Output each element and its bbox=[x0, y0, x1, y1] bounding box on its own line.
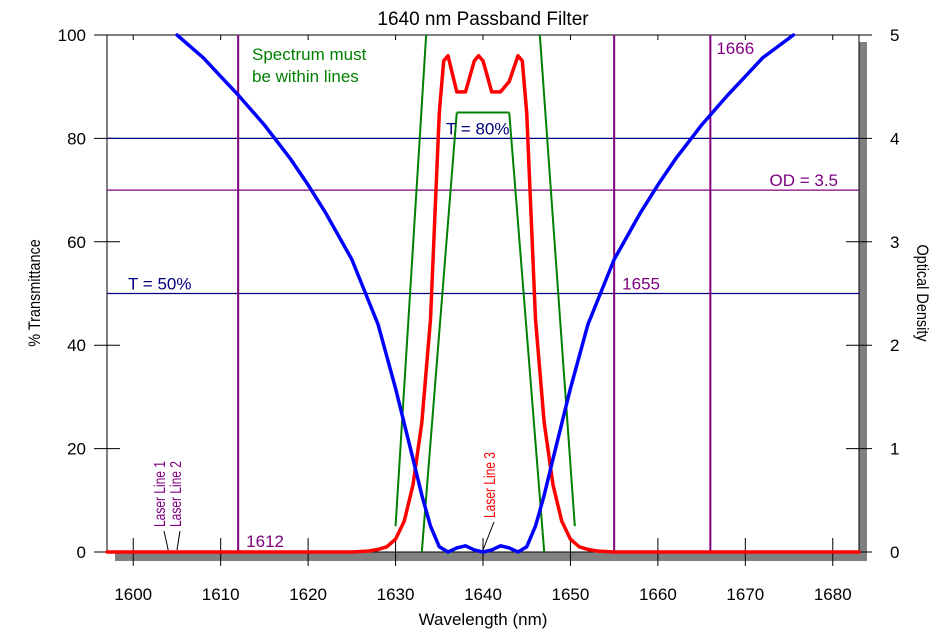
spec-line bbox=[538, 34, 576, 527]
laser-leader-line bbox=[482, 521, 495, 551]
spectrum-annotation: be within lines bbox=[252, 67, 359, 86]
x-axis-ticks: 1600 1610 1620 1630 1640 1650 1660 1670 1680 bbox=[114, 35, 852, 604]
x-tick-label: 1670 bbox=[726, 585, 764, 604]
y-tick-label: 0 bbox=[77, 543, 86, 562]
x-tick-label: 1610 bbox=[202, 585, 240, 604]
x-tick-label: 1640 bbox=[464, 585, 502, 604]
y2-tick-label: 2 bbox=[890, 336, 899, 355]
laser-leader-line bbox=[163, 530, 169, 551]
x-tick-label: 1680 bbox=[814, 585, 852, 604]
y2-tick-label: 4 bbox=[890, 129, 899, 148]
x-tick-label: 1660 bbox=[639, 585, 677, 604]
x-tick-label: 1630 bbox=[377, 585, 415, 604]
spec-line bbox=[420, 112, 458, 553]
threshold-label: T = 50% bbox=[128, 275, 191, 294]
y-tick-label: 80 bbox=[67, 129, 86, 148]
y-axis-ticks: 0 20 40 60 80 100 bbox=[58, 26, 120, 562]
spec-line bbox=[508, 112, 546, 553]
y2-tick-label: 1 bbox=[890, 440, 899, 459]
reference-lines bbox=[107, 35, 859, 552]
laser-leader-line bbox=[176, 530, 181, 551]
chart-title: 1640 nm Passband Filter bbox=[377, 9, 589, 30]
optical-density-curve bbox=[175, 33, 796, 554]
y-axis-label: % Transmittance bbox=[26, 239, 44, 347]
x-axis-label: Wavelength (nm) bbox=[419, 610, 548, 629]
y-tick-label: 100 bbox=[58, 26, 86, 45]
wavelength-marker-label: 1666 bbox=[716, 39, 754, 58]
laser-line-label: Laser Line 3 bbox=[480, 452, 498, 518]
x-tick-label: 1600 bbox=[114, 585, 152, 604]
plot-shadow-right bbox=[858, 42, 867, 561]
y2-axis-label: Optical Density bbox=[913, 244, 931, 341]
wavelength-marker-label: 1655 bbox=[622, 275, 660, 294]
wavelength-marker-label: 1612 bbox=[246, 532, 284, 551]
spec-lines bbox=[394, 34, 576, 553]
laser-line-label: Laser Line 1 bbox=[150, 461, 168, 527]
data-series bbox=[105, 33, 861, 554]
spectrum-annotation: Spectrum must bbox=[252, 45, 367, 64]
od-label: OD = 3.5 bbox=[769, 171, 838, 190]
x-tick-label: 1650 bbox=[552, 585, 590, 604]
y-tick-label: 60 bbox=[67, 233, 86, 252]
threshold-label: T = 80% bbox=[446, 119, 509, 138]
x-tick-label: 1620 bbox=[289, 585, 327, 604]
annotation-labels: T = 80% OD = 3.5 T = 50% 1612 1655 1666 Spectr… bbox=[128, 39, 838, 551]
y2-tick-label: 3 bbox=[890, 233, 899, 252]
y-tick-label: 40 bbox=[67, 336, 86, 355]
y2-tick-label: 0 bbox=[890, 543, 899, 562]
spec-line bbox=[394, 34, 428, 527]
plot-shadow-bottom bbox=[115, 552, 867, 561]
laser-line-label: Laser Line 2 bbox=[166, 461, 184, 527]
transmittance-curve bbox=[105, 53, 861, 554]
y2-tick-label: 5 bbox=[890, 26, 899, 45]
y-tick-label: 20 bbox=[67, 440, 86, 459]
